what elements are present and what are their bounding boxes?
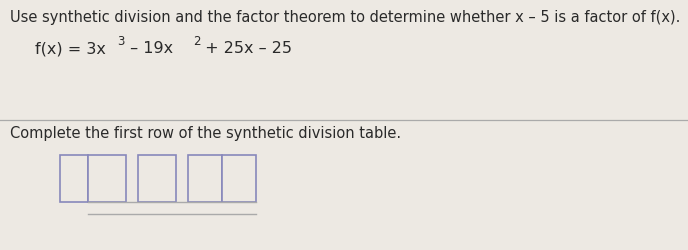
Text: 3: 3 — [117, 35, 125, 48]
Text: Complete the first row of the synthetic division table.: Complete the first row of the synthetic … — [10, 126, 401, 140]
Bar — [138, 156, 176, 202]
Bar — [188, 156, 222, 202]
Text: + 25x – 25: + 25x – 25 — [200, 41, 292, 56]
Text: f(x) = 3x: f(x) = 3x — [35, 41, 106, 56]
Bar — [88, 156, 126, 202]
Text: Use synthetic division and the factor theorem to determine whether x – 5 is a fa: Use synthetic division and the factor th… — [10, 10, 680, 25]
Bar — [60, 156, 88, 202]
Text: – 19x: – 19x — [125, 41, 173, 56]
Bar — [222, 156, 256, 202]
Text: 2: 2 — [193, 35, 200, 48]
